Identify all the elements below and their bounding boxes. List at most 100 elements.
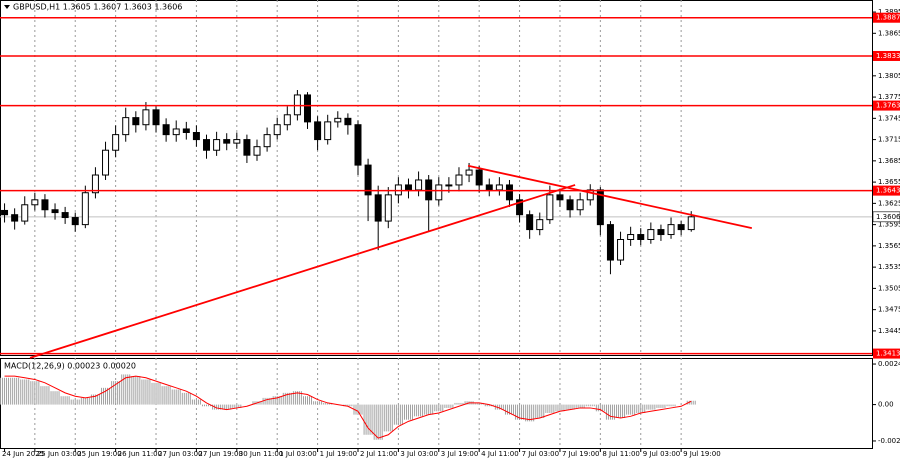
x-tick-label: 9 Jul 19:00 bbox=[683, 450, 721, 458]
y-tick-label: 1.3505 bbox=[878, 284, 900, 292]
level-label: 1.3643 bbox=[876, 187, 900, 195]
candle-body bbox=[81, 192, 89, 226]
y-tick-label: 1.3655 bbox=[878, 178, 900, 186]
macd-panel bbox=[0, 358, 873, 449]
trendline bbox=[29, 184, 576, 359]
candle-body bbox=[162, 124, 170, 136]
candle-body bbox=[354, 124, 362, 166]
candle-body bbox=[122, 117, 130, 136]
candle-body bbox=[172, 128, 180, 136]
y-tick-label: 1.3745 bbox=[878, 114, 900, 122]
level-label-box bbox=[873, 348, 900, 359]
main-panel bbox=[0, 0, 873, 356]
x-tick-label: 24 Jun 2025 bbox=[2, 450, 44, 458]
candle-body bbox=[182, 128, 190, 134]
candle-body bbox=[1, 209, 9, 216]
y-tick-label: 0.00 bbox=[878, 401, 894, 409]
candle-body bbox=[667, 224, 675, 236]
candle-body bbox=[91, 174, 99, 194]
level-label-box bbox=[873, 185, 900, 196]
y-tick-label: 1.3685 bbox=[878, 157, 900, 165]
x-tick-label: 30 Jun 11:00 bbox=[239, 450, 283, 458]
candle-body bbox=[334, 117, 342, 123]
candle-body bbox=[142, 109, 150, 126]
x-tick-label: 26 Jun 11:00 bbox=[118, 450, 162, 458]
candle-body bbox=[303, 94, 311, 123]
candle-body bbox=[617, 239, 625, 261]
candle-body bbox=[526, 214, 534, 231]
x-tick-label: 25 Jun 19:00 bbox=[77, 450, 121, 458]
candle-body bbox=[627, 234, 635, 241]
candle-body bbox=[192, 132, 200, 141]
x-tick-label: 8 Jul 11:00 bbox=[602, 450, 640, 458]
level-label: 1.3887 bbox=[876, 14, 900, 22]
trendline bbox=[467, 164, 753, 230]
candle-body bbox=[132, 117, 140, 126]
candle-body bbox=[213, 139, 221, 151]
candle-body bbox=[404, 184, 412, 191]
candle-body bbox=[485, 184, 493, 191]
y-tick-label: 1.3565 bbox=[878, 242, 900, 250]
candle-body bbox=[536, 219, 544, 231]
y-tick-label: 1.3805 bbox=[878, 72, 900, 80]
candle-body bbox=[677, 224, 685, 231]
chart-title: GBPUSD,H1 1.3605 1.3607 1.3603 1.3606 bbox=[13, 3, 182, 12]
x-tick-label: 3 Jul 19:00 bbox=[441, 450, 479, 458]
current-price-label: 1.3606 bbox=[876, 213, 900, 221]
candle-body bbox=[576, 199, 584, 211]
candle-body bbox=[465, 169, 473, 176]
x-tick-label: 4 Jul 11:00 bbox=[481, 450, 519, 458]
y-tick-label: 1.3775 bbox=[878, 93, 900, 101]
candle-body bbox=[233, 139, 241, 144]
candle-body bbox=[51, 209, 59, 214]
macd-title: MACD(12,26,9) 0.00023 0.00020 bbox=[4, 362, 136, 371]
candle-body bbox=[516, 199, 524, 216]
candle-body bbox=[71, 217, 79, 226]
level-label-box bbox=[873, 50, 900, 61]
candle-body bbox=[364, 164, 372, 196]
x-tick-label: 25 Jun 03:00 bbox=[37, 450, 81, 458]
candle-body bbox=[223, 139, 231, 144]
x-tick-label: 3 Jul 03:00 bbox=[400, 450, 438, 458]
candle-body bbox=[495, 184, 503, 191]
candle-body bbox=[263, 134, 271, 148]
candle-body bbox=[152, 109, 160, 126]
current-price-box bbox=[872, 211, 900, 223]
y-tick-label: 1.3895 bbox=[878, 8, 900, 16]
candle-body bbox=[566, 199, 574, 211]
candle-body bbox=[344, 117, 352, 126]
level-label: 1.3763 bbox=[876, 102, 900, 110]
signal-line bbox=[4, 375, 692, 439]
candle-body bbox=[455, 174, 463, 186]
x-tick-label: 9 Jul 03:00 bbox=[643, 450, 681, 458]
y-tick-label: 1.3445 bbox=[878, 327, 900, 335]
candle-body bbox=[61, 212, 69, 219]
candle-body bbox=[283, 114, 291, 126]
candle-body bbox=[505, 184, 513, 201]
x-tick-label: 7 Jul 03:00 bbox=[522, 450, 560, 458]
candle-body bbox=[203, 139, 211, 151]
candle-body bbox=[415, 179, 423, 191]
candle-body bbox=[647, 229, 655, 241]
candle-body bbox=[41, 199, 49, 211]
level-label: 1.3413 bbox=[876, 350, 900, 358]
candle-body bbox=[435, 184, 443, 201]
candle-body bbox=[324, 121, 332, 141]
y-tick-label: 1.3715 bbox=[878, 136, 900, 144]
x-tick-label: 2 Jul 11:00 bbox=[360, 450, 398, 458]
y-tick-label: 1.3625 bbox=[878, 199, 900, 207]
candle-body bbox=[445, 184, 453, 187]
candle-body bbox=[102, 149, 110, 176]
candle-body bbox=[687, 216, 695, 231]
level-label: 1.3833 bbox=[876, 52, 900, 60]
symbol-icon bbox=[4, 5, 10, 9]
candle-body bbox=[11, 214, 19, 222]
x-tick-label: 1 Jul 19:00 bbox=[320, 450, 358, 458]
y-tick-label: 1.3595 bbox=[878, 221, 900, 229]
candle-body bbox=[314, 121, 322, 141]
y-tick-label: 1.3865 bbox=[878, 29, 900, 37]
candle-body bbox=[21, 204, 29, 222]
y-tick-label: -0.00217 bbox=[878, 437, 900, 445]
candle-body bbox=[637, 234, 645, 241]
candle-body bbox=[253, 146, 261, 156]
